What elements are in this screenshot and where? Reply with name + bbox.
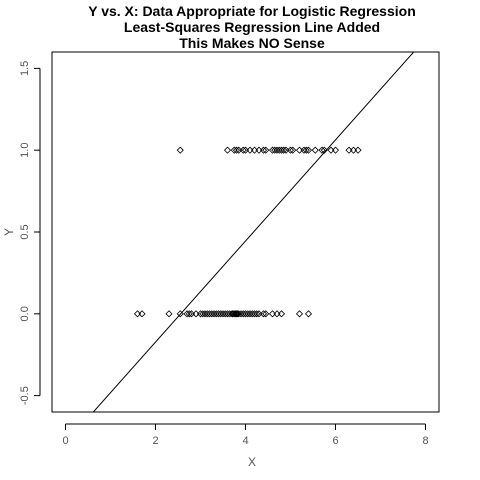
y-tick-label: 0.0 — [19, 306, 31, 321]
data-point — [203, 310, 211, 318]
data-point — [192, 310, 200, 318]
data-point — [255, 146, 263, 154]
y-tick-label: -0.5 — [19, 386, 31, 405]
data-point — [165, 310, 173, 318]
data-point — [262, 310, 270, 318]
data-point — [250, 310, 259, 318]
data-point — [277, 146, 286, 154]
regression-line-layer — [92, 52, 415, 412]
data-point — [232, 310, 240, 318]
data-point — [199, 310, 207, 318]
x-axis: 0 2 4 6 8 — [62, 423, 429, 447]
data-point — [201, 310, 209, 318]
data-point — [250, 146, 259, 154]
data-point — [275, 146, 283, 154]
data-point — [214, 310, 223, 318]
data-point — [235, 146, 243, 154]
data-point — [331, 146, 340, 154]
data-point — [259, 146, 268, 154]
data-point — [183, 310, 191, 318]
y-tick-label: 1.0 — [19, 143, 31, 158]
data-point — [176, 146, 184, 154]
data-point — [271, 146, 279, 154]
data-point — [241, 146, 250, 154]
data-point — [300, 146, 308, 154]
data-point — [255, 310, 263, 318]
data-point — [133, 310, 142, 318]
data-point — [259, 310, 268, 318]
y-tick-label: 1.5 — [19, 61, 31, 76]
chart-title-line-1: Y vs. X: Data Appropriate for Logistic R… — [88, 3, 416, 19]
data-point — [185, 310, 193, 318]
data-point — [273, 146, 281, 154]
data-point — [295, 146, 304, 154]
data-point — [176, 310, 184, 318]
x-tick-label: 6 — [332, 435, 338, 447]
data-point — [280, 146, 288, 154]
data-point — [311, 146, 319, 154]
data-point — [212, 310, 220, 318]
data-point — [320, 146, 328, 154]
x-tick-label: 0 — [62, 435, 68, 447]
y-axis: -0.5 0.0 0.5 1.0 1.5 — [19, 61, 41, 405]
x-tick-label: 2 — [152, 435, 158, 447]
x-tick-label: 8 — [422, 435, 428, 447]
data-point — [205, 310, 214, 318]
x-axis-label: X — [248, 455, 256, 469]
data-point — [282, 146, 290, 154]
data-point — [232, 146, 241, 154]
data-point — [295, 310, 304, 318]
data-point — [239, 146, 247, 154]
data-point — [196, 310, 205, 318]
data-point — [327, 146, 335, 154]
data-point — [230, 146, 238, 154]
data-point — [138, 310, 146, 318]
x-tick-label: 4 — [242, 435, 248, 447]
data-point — [246, 146, 254, 154]
data-points — [133, 146, 362, 318]
data-point — [219, 310, 227, 318]
data-point — [318, 146, 326, 154]
data-point — [262, 146, 270, 154]
data-point — [187, 310, 196, 318]
data-point — [273, 310, 281, 318]
data-point — [289, 146, 297, 154]
chart-title-line-2: Least-Squares Regression Line Added — [124, 19, 380, 35]
data-point — [354, 146, 362, 154]
data-point — [248, 310, 256, 318]
data-point — [286, 146, 295, 154]
data-point — [304, 310, 313, 318]
data-point — [210, 310, 218, 318]
data-point — [241, 310, 250, 318]
data-point — [208, 310, 216, 318]
y-tick-label: 0.5 — [19, 224, 31, 239]
data-point — [268, 310, 277, 318]
data-point — [244, 310, 252, 318]
plot-area-frame — [51, 51, 440, 413]
data-point — [239, 310, 247, 318]
data-point — [277, 310, 286, 318]
data-point — [223, 146, 232, 154]
data-point — [349, 146, 358, 154]
data-point — [268, 146, 277, 154]
data-point — [302, 146, 310, 154]
data-point — [221, 310, 229, 318]
data-point — [345, 146, 353, 154]
chart-title-line-3: This Makes NO Sense — [179, 35, 325, 51]
data-point — [253, 310, 261, 318]
data-point — [217, 310, 225, 318]
regression-line — [92, 52, 415, 412]
y-axis-label: Y — [2, 228, 16, 236]
data-point — [246, 310, 254, 318]
data-point — [304, 146, 313, 154]
